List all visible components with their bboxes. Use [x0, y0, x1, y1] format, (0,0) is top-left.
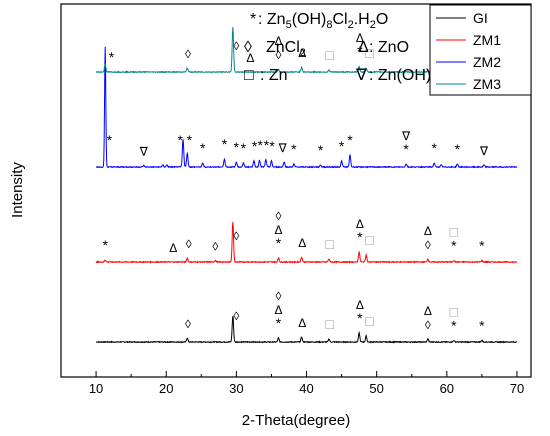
phase-key-zncl2-label: ZnCl2: [266, 39, 306, 59]
marker-zno: Δ: [298, 46, 306, 60]
marker-znoh2: ∇: [401, 129, 411, 143]
legend-label-zm1: ZM1: [473, 32, 501, 48]
x-axis-title: 2-Theta(degree): [242, 412, 350, 429]
x-tick-label: 50: [369, 381, 383, 396]
marker-zno: Δ: [274, 34, 282, 48]
marker-zn5oh8cl2: *: [357, 229, 363, 245]
marker-zn5oh8cl2: *: [200, 140, 206, 156]
marker-zno: Δ: [424, 224, 432, 238]
marker-zncl2: ◊: [233, 229, 239, 243]
x-axis-ticks: 10 20 30 40 50 60 70: [89, 371, 524, 396]
x-tick-label: 40: [299, 381, 313, 396]
phase-key-znoh2-symbol: ∇: [355, 67, 367, 84]
phase-key-zno-label: : ZnO: [369, 39, 409, 56]
y-axis-title: Intensity: [9, 162, 26, 218]
legend-label-zm3: ZM3: [473, 76, 501, 92]
marker-zn5oh8cl2: *: [107, 132, 113, 148]
x-tick-label: 60: [440, 381, 454, 396]
marker-zn5oh8cl2: *: [276, 315, 282, 331]
legend-box: [429, 4, 532, 96]
marker-zno: Δ: [298, 236, 306, 250]
marker-zn5oh8cl2: *: [451, 238, 457, 254]
marker-zn5oh8cl2: *: [431, 140, 437, 156]
marker-zn: □: [325, 47, 334, 63]
x-tick-label: 10: [89, 381, 103, 396]
x-tick-label: 30: [229, 381, 243, 396]
marker-zncl2: ◊: [275, 48, 281, 62]
marker-zn5oh8cl2: *: [102, 237, 108, 253]
phase-key-zncl2-symbol: ◊: [244, 39, 252, 56]
phase-key-zno-symbol: Δ: [358, 39, 369, 56]
marker-zn5oh8cl2: *: [269, 138, 275, 154]
marker-zno: Δ: [169, 241, 177, 255]
marker-zn5oh8cl2: *: [109, 49, 115, 65]
marker-zn5oh8cl2: *: [403, 141, 409, 157]
marker-zno: Δ: [274, 303, 282, 317]
marker-zn5oh8cl2: *: [264, 137, 270, 153]
peak-markers: ◊◊ *Δ◊Δ □ *Δ□ ◊Δ*□** Δ ◊ ◊◊ *Δ◊Δ □ *Δ□ ◊Δ*□**∇* * * * *…: [102, 31, 489, 334]
marker-zncl2: ◊: [185, 47, 191, 61]
marker-zncl2: ◊: [212, 240, 218, 254]
plot-frame: [60, 3, 532, 378]
marker-zncl2: ◊: [233, 39, 239, 53]
marker-zn5oh8cl2: *: [187, 132, 193, 148]
marker-zn5oh8cl2: *: [318, 142, 324, 158]
marker-zncl2: ◊: [233, 309, 239, 323]
marker-zno: Δ: [356, 217, 364, 231]
marker-zn5oh8cl2: *: [357, 310, 363, 326]
phase-key: * : Zn5(OH)8Cl2.H2O ◊ ZnCl2 Δ : ZnO □ : …: [244, 11, 437, 87]
series-line-zm1: [95, 221, 518, 264]
phase-key-zn5-symbol: *: [250, 11, 256, 28]
legend-label-zm2: ZM2: [473, 54, 501, 70]
marker-zn5oh8cl2: *: [455, 141, 461, 157]
marker-zno: Δ: [356, 298, 364, 312]
marker-zno: Δ: [356, 31, 364, 45]
marker-znoh2: ∇: [139, 145, 149, 159]
marker-znoh2: ∇: [278, 141, 288, 155]
marker-zn5oh8cl2: *: [222, 136, 228, 152]
marker-zn: □: [450, 304, 459, 320]
marker-zno: Δ: [246, 51, 254, 65]
marker-zncl2: ◊: [275, 289, 281, 303]
marker-zn5oh8cl2: *: [291, 141, 297, 157]
marker-zn: □: [365, 232, 374, 248]
legend-label-gi: GI: [473, 10, 488, 26]
marker-zno: Δ: [424, 304, 432, 318]
x-tick-label: 70: [510, 381, 524, 396]
marker-zncl2: ◊: [275, 209, 281, 223]
legend: GI ZM1 ZM2 ZM3: [429, 4, 532, 96]
marker-zn5oh8cl2: *: [241, 140, 247, 156]
marker-zncl2: ◊: [425, 318, 431, 332]
series-line-zm2: [95, 46, 518, 169]
marker-zn: □: [325, 316, 334, 332]
marker-zncl2: ◊: [185, 317, 191, 331]
marker-zn5oh8cl2: *: [257, 137, 263, 153]
marker-zn: □: [365, 313, 374, 329]
phase-key-znoh2-label: : Zn(OH)2: [369, 67, 437, 87]
x-tick-label: 20: [159, 381, 173, 396]
phase-key-zn-symbol: □: [244, 67, 254, 84]
marker-zno: Δ: [298, 316, 306, 330]
marker-zn: □: [450, 224, 459, 240]
marker-zn5oh8cl2: *: [357, 43, 363, 59]
marker-zncl2: ◊: [425, 238, 431, 252]
marker-zn5oh8cl2: *: [252, 138, 258, 154]
marker-zn: □: [365, 45, 374, 61]
marker-zn5oh8cl2: *: [276, 235, 282, 251]
marker-zno: Δ: [274, 223, 282, 237]
marker-zn5oh8cl2: *: [234, 139, 240, 155]
series-line-gi: [95, 315, 518, 344]
marker-zn5oh8cl2: *: [347, 132, 353, 148]
marker-zn: □: [325, 236, 334, 252]
marker-znoh2: ∇: [479, 144, 489, 158]
marker-zn5oh8cl2: *: [479, 318, 485, 334]
phase-key-zn-label: : Zn: [260, 67, 288, 84]
marker-zn5oh8cl2: *: [339, 138, 345, 154]
marker-zn5oh8cl2: *: [451, 318, 457, 334]
marker-zn5oh8cl2: *: [178, 132, 184, 148]
marker-zn5oh8cl2: *: [479, 238, 485, 254]
marker-zncl2: ◊: [186, 237, 192, 251]
phase-key-zn5-label: : Zn5(OH)8Cl2.H2O: [258, 11, 388, 31]
